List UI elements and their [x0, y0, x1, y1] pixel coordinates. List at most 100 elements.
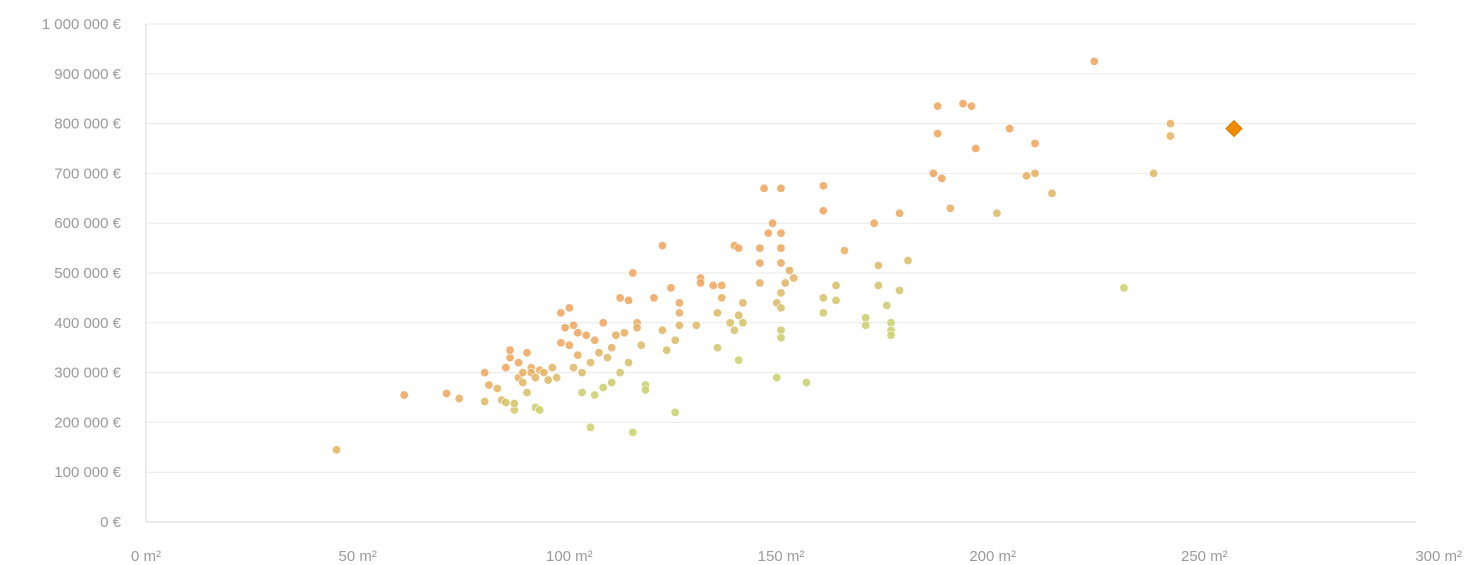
scatter-point [577, 388, 587, 398]
scatter-point [696, 278, 706, 288]
x-tick-label: 50 m² [338, 548, 376, 565]
scatter-point [725, 318, 735, 328]
scatter-point [454, 393, 464, 403]
scatter-point [1089, 56, 1099, 66]
scatter-point [789, 273, 799, 283]
scatter-point [691, 320, 701, 330]
scatter-point [670, 335, 680, 345]
scatter-point [966, 101, 976, 111]
scatter-point [585, 358, 595, 368]
scatter-point [632, 323, 642, 333]
scatter-point [971, 144, 981, 154]
scatter-point [442, 389, 452, 399]
scatter-point [602, 353, 612, 363]
scatter-point [831, 295, 841, 305]
scatter-point [1149, 168, 1159, 178]
scatter-point [755, 258, 765, 268]
scatter-point [569, 363, 579, 373]
x-tick-label: 200 m² [969, 548, 1016, 565]
scatter-point [624, 295, 634, 305]
scatter-point [776, 333, 786, 343]
scatter-point [712, 308, 722, 318]
scatter-point [657, 325, 667, 335]
scatter-point [573, 328, 583, 338]
scatter-point [628, 427, 638, 437]
scatter-point [784, 266, 794, 276]
scatter-point [818, 308, 828, 318]
scatter-point [768, 218, 778, 228]
scatter-point [607, 378, 617, 388]
scatter-point [577, 368, 587, 378]
y-axis-tick-labels: 0 € 100 000 € 200 000 € 300 000 € 400 000 € 5… [42, 16, 122, 531]
scatter-point [759, 183, 769, 193]
y-tick-label: 300 000 € [54, 365, 121, 382]
scatter-point [712, 343, 722, 353]
scatter-point [543, 375, 553, 385]
scatter-point [619, 328, 629, 338]
scatter-point [560, 323, 570, 333]
scatter-point [933, 101, 943, 111]
scatter-point [801, 378, 811, 388]
scatter-point [590, 335, 600, 345]
scatter-point [628, 268, 638, 278]
scatter-point [895, 208, 905, 218]
scatter-point [734, 243, 744, 253]
scatter-point [755, 278, 765, 288]
scatter-point [1047, 188, 1057, 198]
scatter-point [1119, 283, 1129, 293]
y-tick-label: 600 000 € [54, 215, 121, 232]
scatter-point [831, 280, 841, 290]
scatter-point [505, 345, 515, 355]
scatter-point [958, 99, 968, 109]
scatter-point [886, 318, 896, 328]
scatter-point [776, 228, 786, 238]
x-tick-label: 100 m² [546, 548, 593, 565]
gridlines [146, 23, 1416, 473]
scatter-point [522, 388, 532, 398]
scatter-point [1165, 119, 1175, 129]
scatter-point [530, 373, 540, 383]
scatter-point [505, 353, 515, 363]
scatter-point [818, 206, 828, 216]
y-tick-label: 200 000 € [54, 414, 121, 431]
scatter-point [734, 355, 744, 365]
y-tick-label: 400 000 € [54, 315, 121, 332]
scatter-point [594, 348, 604, 358]
x-tick-label: 150 m² [758, 548, 805, 565]
scatter-point [573, 350, 583, 360]
scatter-point [552, 373, 562, 383]
scatter-point [662, 345, 672, 355]
scatter-point [755, 243, 765, 253]
y-tick-label: 100 000 € [54, 464, 121, 481]
scatter-point [611, 330, 621, 340]
scatter-point [598, 318, 608, 328]
scatter-point [1022, 171, 1032, 181]
scatter-point [772, 373, 782, 383]
scatter-point [928, 168, 938, 178]
scatter-point [607, 343, 617, 353]
scatter-point [615, 368, 625, 378]
scatter-point [598, 383, 608, 393]
scatter-point [776, 183, 786, 193]
scatter-point [624, 358, 634, 368]
scatter-point [518, 368, 528, 378]
scatter-point [615, 293, 625, 303]
scatter-point [1005, 124, 1015, 134]
scatter-point [729, 325, 739, 335]
scatter-point [581, 330, 591, 340]
scatter-point [839, 246, 849, 256]
scatter-point [556, 338, 566, 348]
scatter-point [657, 241, 667, 251]
scatter-point [674, 320, 684, 330]
scatter-point [547, 363, 557, 373]
scatter-point [492, 384, 502, 394]
scatter-point [535, 405, 545, 415]
scatter-point [585, 422, 595, 432]
scatter-point [903, 256, 913, 266]
scatter-point [501, 397, 511, 407]
highlighted-point [1225, 119, 1243, 138]
scatter-point [649, 293, 659, 303]
x-tick-label: 250 m² [1181, 548, 1228, 565]
scatter-point [666, 283, 676, 293]
